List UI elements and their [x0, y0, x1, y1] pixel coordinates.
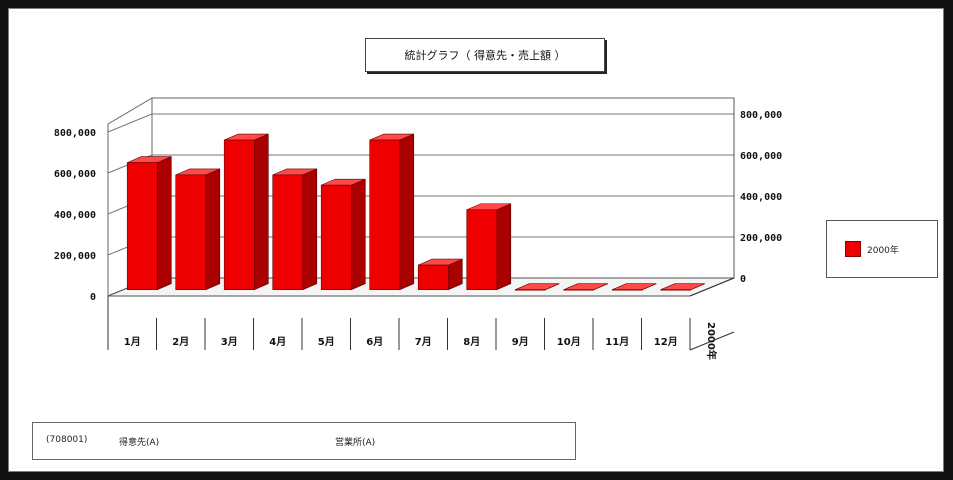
category-axis-corner [689, 277, 735, 297]
category-label: 6月 [366, 336, 383, 348]
bar [223, 139, 255, 290]
category-label: 12月 [654, 336, 678, 348]
y-tick-right: 200,000 [740, 233, 782, 244]
bar [514, 289, 546, 291]
bar-side [253, 133, 269, 291]
y-tick-right: 400,000 [740, 192, 782, 203]
category-label: 9月 [512, 336, 529, 348]
info-panel: (708001) 得意先(A) 営業所(A) [32, 422, 576, 460]
frame-edge-bottom [0, 472, 953, 480]
bar [563, 289, 595, 291]
y-tick-right: 800,000 [740, 110, 782, 121]
frame-edge-left [0, 0, 8, 480]
frame-edge-top [8, 0, 945, 9]
customer-name: 得意先(A) [119, 438, 160, 448]
y-tick-right: 0 [740, 274, 746, 285]
bar [272, 174, 304, 290]
chart-title-box: 統計グラフ（ 得意先・売上額 ） [365, 38, 605, 72]
bar [611, 289, 643, 291]
y-tick-left: 0 [90, 292, 96, 303]
legend-label: 2000年 [867, 245, 899, 256]
customer-code: (708001) [46, 435, 88, 445]
bar [369, 139, 401, 290]
bar [660, 289, 692, 291]
bar [320, 184, 352, 290]
category-label: 11月 [605, 336, 629, 348]
bar [126, 162, 158, 291]
bar-side [156, 156, 172, 291]
category-label: 4月 [269, 336, 286, 348]
depth-axis-line [689, 331, 735, 351]
legend: 2000年 [826, 220, 938, 278]
category-label: 8月 [463, 336, 480, 348]
bar-side [205, 168, 221, 291]
office-name: 営業所(A) [335, 438, 376, 448]
category-label: 10月 [557, 336, 581, 348]
chart-title: 統計グラフ（ 得意先・売上額 ） [404, 49, 566, 62]
bar-side [302, 168, 318, 291]
category-label: 7月 [415, 336, 432, 348]
y-tick-left: 600,000 [54, 169, 96, 180]
bar [466, 209, 498, 290]
depth-series-label: 2000年 [705, 322, 718, 360]
category-label: 3月 [221, 336, 238, 348]
category-label: 2月 [172, 336, 189, 348]
category-label: 1月 [124, 336, 141, 348]
bar-side [496, 203, 512, 291]
y-tick-left: 800,000 [54, 128, 96, 139]
category-label: 5月 [318, 336, 335, 348]
y-tick-left: 200,000 [54, 251, 96, 262]
bar-side [399, 133, 415, 291]
gridline-side [107, 113, 153, 133]
bar [175, 174, 207, 290]
legend-swatch [845, 241, 861, 257]
bar [417, 264, 449, 291]
y-tick-right: 600,000 [740, 151, 782, 162]
bar-side [350, 178, 366, 291]
y-tick-left: 400,000 [54, 210, 96, 221]
